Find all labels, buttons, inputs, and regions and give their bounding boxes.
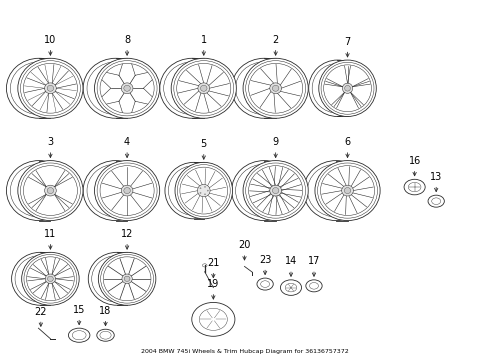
Ellipse shape xyxy=(344,188,350,194)
Ellipse shape xyxy=(198,83,209,94)
Ellipse shape xyxy=(403,179,424,195)
Ellipse shape xyxy=(191,302,234,336)
Text: 15: 15 xyxy=(73,305,85,325)
Ellipse shape xyxy=(94,58,160,118)
Ellipse shape xyxy=(305,280,322,292)
Ellipse shape xyxy=(344,85,350,91)
Ellipse shape xyxy=(121,83,133,94)
Text: 22: 22 xyxy=(35,306,47,326)
Ellipse shape xyxy=(269,83,281,94)
Ellipse shape xyxy=(98,252,156,305)
Ellipse shape xyxy=(256,278,273,290)
Ellipse shape xyxy=(68,328,90,342)
Text: 5: 5 xyxy=(200,139,206,159)
Text: 9: 9 xyxy=(272,137,278,157)
Text: 3: 3 xyxy=(47,137,53,157)
Ellipse shape xyxy=(124,276,130,282)
Ellipse shape xyxy=(272,85,278,91)
Ellipse shape xyxy=(341,185,353,196)
Text: 14: 14 xyxy=(285,256,297,276)
Ellipse shape xyxy=(44,185,56,196)
Text: 19: 19 xyxy=(207,279,219,299)
Ellipse shape xyxy=(171,58,236,118)
Ellipse shape xyxy=(47,85,54,91)
Text: 18: 18 xyxy=(99,306,111,326)
Ellipse shape xyxy=(18,58,83,118)
Ellipse shape xyxy=(121,185,133,196)
Ellipse shape xyxy=(280,280,301,295)
Text: 10: 10 xyxy=(44,35,57,55)
Text: 20: 20 xyxy=(238,240,250,260)
Ellipse shape xyxy=(207,190,208,191)
Ellipse shape xyxy=(123,85,130,91)
Ellipse shape xyxy=(314,161,379,221)
Ellipse shape xyxy=(342,83,352,93)
Text: 7: 7 xyxy=(344,37,350,57)
Ellipse shape xyxy=(175,162,232,219)
Ellipse shape xyxy=(197,184,210,197)
Ellipse shape xyxy=(200,192,201,193)
Ellipse shape xyxy=(269,185,281,196)
Text: 12: 12 xyxy=(121,229,133,249)
Ellipse shape xyxy=(272,188,278,194)
Ellipse shape xyxy=(94,161,160,221)
Text: 8: 8 xyxy=(124,35,130,55)
Ellipse shape xyxy=(47,276,53,282)
Ellipse shape xyxy=(45,274,56,284)
Text: 16: 16 xyxy=(407,156,420,176)
Ellipse shape xyxy=(204,186,205,188)
Ellipse shape xyxy=(243,58,307,118)
Ellipse shape xyxy=(318,60,376,117)
Text: 13: 13 xyxy=(429,172,442,192)
Ellipse shape xyxy=(123,188,130,194)
Text: 2004 BMW 745i Wheels & Trim Hubcap Diagram for 36136757372: 2004 BMW 745i Wheels & Trim Hubcap Diagr… xyxy=(141,348,347,354)
Ellipse shape xyxy=(243,161,307,221)
Ellipse shape xyxy=(47,188,54,194)
Text: 2: 2 xyxy=(272,35,278,55)
Ellipse shape xyxy=(200,188,201,189)
Ellipse shape xyxy=(18,161,83,221)
Text: 1: 1 xyxy=(200,35,206,55)
Ellipse shape xyxy=(204,194,205,195)
Text: 6: 6 xyxy=(344,137,350,157)
Ellipse shape xyxy=(21,252,79,305)
Ellipse shape xyxy=(122,274,132,284)
Text: 11: 11 xyxy=(44,229,57,249)
Text: 17: 17 xyxy=(307,256,320,276)
Ellipse shape xyxy=(97,329,114,341)
Text: 21: 21 xyxy=(207,258,219,278)
Ellipse shape xyxy=(200,85,206,91)
Text: 23: 23 xyxy=(258,255,271,274)
Text: 4: 4 xyxy=(124,137,130,157)
Ellipse shape xyxy=(427,195,444,207)
Ellipse shape xyxy=(44,83,56,94)
